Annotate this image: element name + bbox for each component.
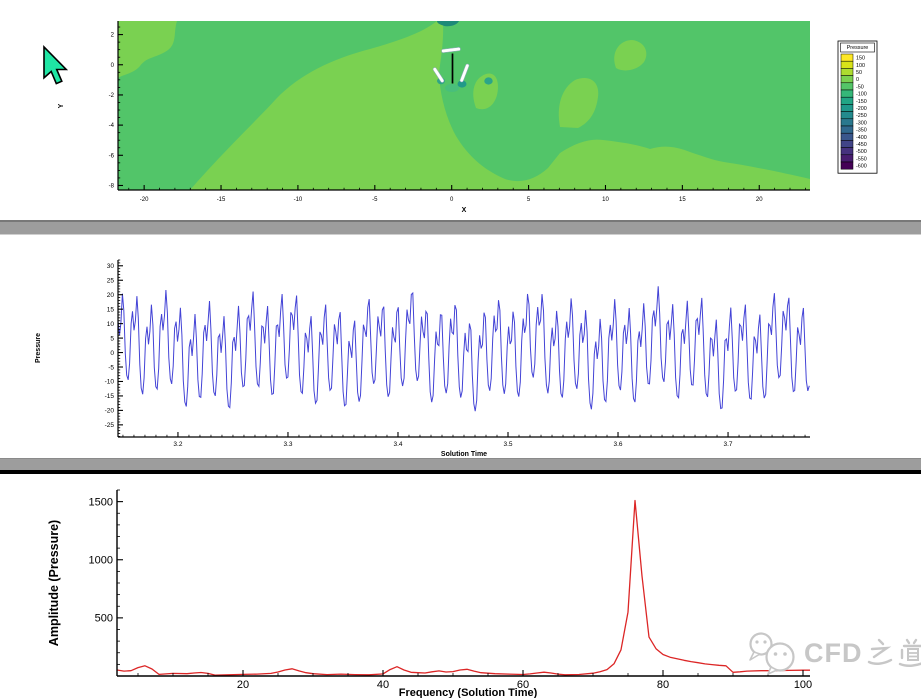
contour-field [118, 21, 810, 190]
frame-timeseries: 3.2 3.3 3.4 3.5 3.6 3.7 30 25 20 15 10 5 0 -5 -10 -15 -2… [0, 235, 921, 458]
svg-text:15: 15 [679, 197, 686, 203]
svg-text:0: 0 [856, 77, 859, 83]
svg-text:3.6: 3.6 [613, 441, 622, 448]
wechat-logo-icon [749, 632, 795, 675]
svg-text:-600: -600 [856, 164, 867, 170]
svg-text:1500: 1500 [89, 496, 113, 508]
svg-text:10: 10 [107, 321, 115, 328]
svg-text:-5: -5 [108, 364, 114, 371]
watermark-cjk-glyphs [867, 638, 921, 667]
svg-text:-200: -200 [856, 106, 867, 112]
svg-text:-100: -100 [856, 92, 867, 98]
svg-text:10: 10 [602, 197, 609, 203]
frame-fft: 20 40 60 80 100 500 1000 1500 Frequency (Soluti… [0, 474, 921, 698]
fft-spectrum-line [116, 499, 810, 676]
watermark: CFD [744, 629, 921, 677]
svg-text:-5: -5 [372, 197, 378, 203]
horizontal-splitter-1[interactable] [0, 220, 921, 235]
svg-text:100: 100 [794, 679, 812, 691]
svg-text:15: 15 [107, 306, 115, 313]
watermark-text: CFD [804, 638, 921, 668]
contour-x-axis-title: X [462, 207, 467, 214]
svg-text:-300: -300 [856, 120, 867, 126]
svg-text:0: 0 [111, 63, 115, 69]
svg-text:5: 5 [110, 335, 114, 342]
svg-text:-4: -4 [109, 123, 115, 129]
svg-text:-15: -15 [217, 197, 226, 203]
svg-text:-450: -450 [856, 142, 867, 148]
fft-y-axis-title: Amplitude (Pressure) [47, 520, 61, 646]
svg-text:-150: -150 [856, 99, 867, 105]
svg-text:1000: 1000 [89, 555, 113, 567]
frame-contour: -20 -15 -10 -5 0 5 10 15 20 2 0 -2 -4 -6 -8 X Y Pressu… [0, 0, 921, 220]
svg-text:40: 40 [377, 679, 389, 691]
pressure-history-line [117, 286, 810, 412]
svg-text:30: 30 [107, 263, 115, 270]
svg-text:-500: -500 [856, 149, 867, 155]
svg-text:Pressure: Pressure [847, 45, 869, 51]
watermark-latin: CFD [804, 637, 863, 668]
svg-text:100: 100 [856, 63, 865, 69]
timeseries-y-axis-title: Pressure [35, 333, 42, 363]
svg-text:20: 20 [237, 679, 249, 691]
svg-text:3.2: 3.2 [173, 441, 182, 448]
svg-text:0: 0 [450, 197, 454, 203]
svg-text:150: 150 [856, 56, 865, 62]
svg-text:-10: -10 [105, 379, 115, 386]
svg-text:-50: -50 [856, 84, 864, 90]
svg-text:80: 80 [657, 679, 669, 691]
timeseries-plot: 3.2 3.3 3.4 3.5 3.6 3.7 30 25 20 15 10 5 0 -5 -10 -15 -2… [35, 259, 810, 458]
fft-x-axis-title: Frequency (Solution Time) [399, 687, 538, 698]
svg-text:-8: -8 [109, 184, 115, 190]
svg-text:-550: -550 [856, 156, 867, 162]
svg-text:3.4: 3.4 [393, 441, 402, 448]
svg-text:0: 0 [110, 350, 114, 357]
svg-text:-20: -20 [140, 197, 149, 203]
contour-y-axis-title: Y [58, 103, 65, 108]
cursor-arrow-icon[interactable] [43, 45, 69, 85]
svg-text:-20: -20 [105, 408, 115, 415]
svg-text:20: 20 [756, 197, 763, 203]
svg-text:25: 25 [107, 278, 115, 285]
svg-text:-2: -2 [109, 93, 115, 99]
svg-text:-10: -10 [294, 197, 303, 203]
fft-plot: 20 40 60 80 100 500 1000 1500 Frequency (Soluti… [47, 489, 812, 698]
timeseries-axes: 3.2 3.3 3.4 3.5 3.6 3.7 30 25 20 15 10 5 0 -5 -10 -15 -2… [105, 259, 810, 448]
svg-text:-6: -6 [109, 153, 115, 159]
svg-text:-15: -15 [105, 393, 115, 400]
svg-text:-25: -25 [105, 422, 115, 429]
timeseries-x-axis-title: Solution Time [441, 451, 487, 458]
svg-text:-350: -350 [856, 128, 867, 134]
svg-text:60: 60 [517, 679, 529, 691]
horizontal-splitter-2[interactable] [0, 458, 921, 474]
svg-text:3.7: 3.7 [724, 441, 733, 448]
svg-text:5: 5 [527, 197, 531, 203]
svg-text:50: 50 [856, 70, 862, 76]
svg-text:2: 2 [111, 33, 115, 39]
svg-text:-250: -250 [856, 113, 867, 119]
svg-text:3.3: 3.3 [283, 441, 292, 448]
fft-axes: 20 40 60 80 100 500 1000 1500 [89, 489, 812, 691]
svg-text:500: 500 [95, 613, 113, 625]
svg-text:3.5: 3.5 [503, 441, 512, 448]
svg-text:20: 20 [107, 292, 115, 299]
svg-text:-400: -400 [856, 135, 867, 141]
